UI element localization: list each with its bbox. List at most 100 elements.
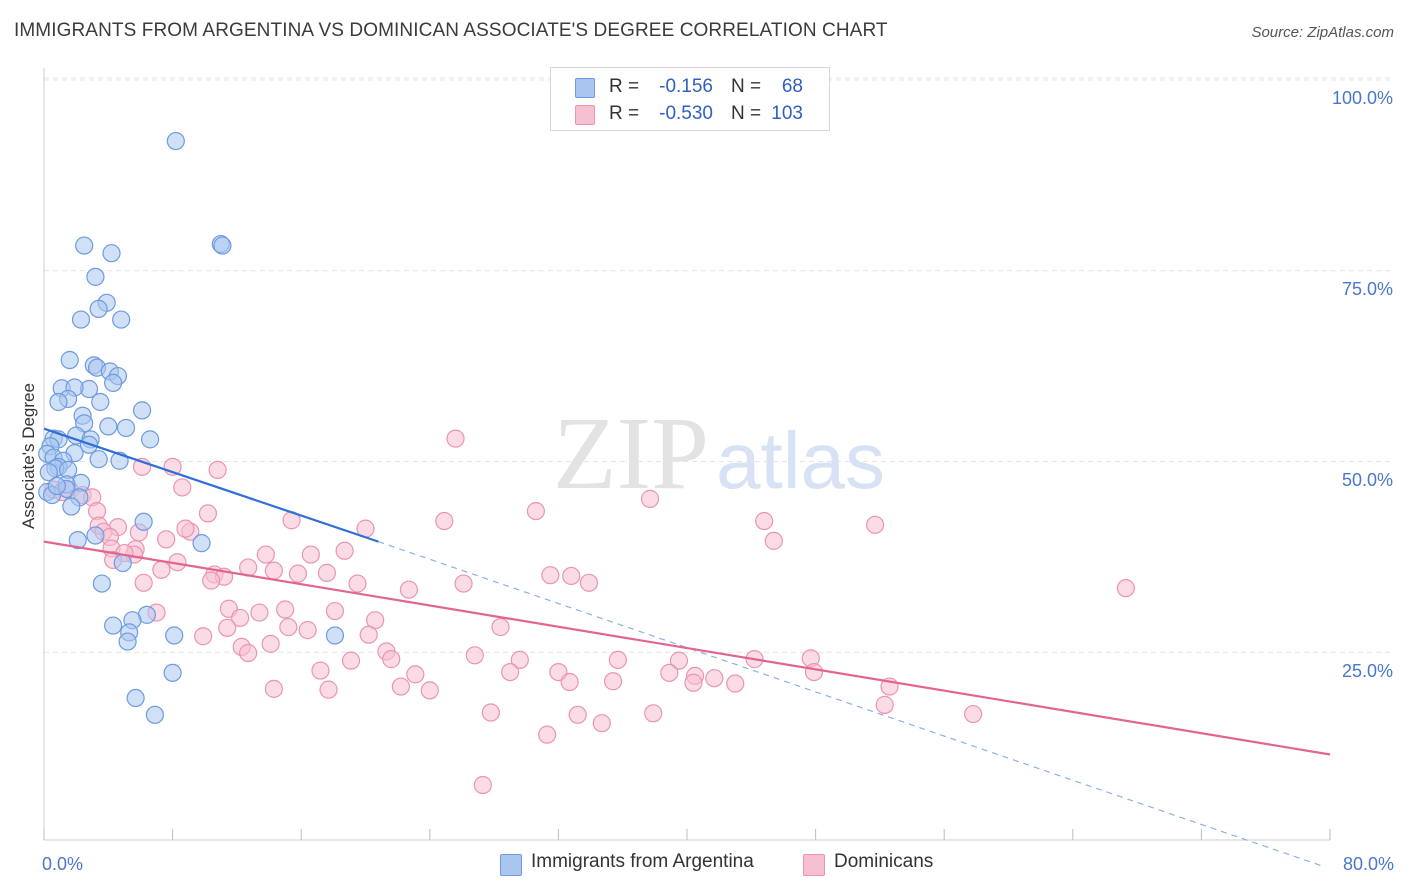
data-point <box>86 267 105 286</box>
legend-r-value: -0.530 <box>659 103 713 124</box>
data-point <box>325 626 345 645</box>
legend-n-value: 103 <box>771 103 803 124</box>
data-point <box>89 450 108 469</box>
argentina-legend-label: Immigrants from Argentina <box>531 851 754 872</box>
data-point <box>560 672 579 692</box>
data-point <box>60 350 79 370</box>
legend-n-label: N = <box>731 103 762 124</box>
watermark-zip: ZIP <box>553 396 709 511</box>
data-point <box>99 417 118 436</box>
data-point <box>86 526 105 545</box>
data-point <box>538 725 557 744</box>
data-point <box>435 511 454 531</box>
data-point <box>256 545 275 564</box>
data-point <box>481 703 500 722</box>
data-point <box>208 460 227 479</box>
data-point <box>311 661 330 680</box>
data-point <box>348 574 367 593</box>
data-point <box>134 573 153 592</box>
data-point <box>261 634 280 653</box>
data-point <box>382 650 401 669</box>
data-point <box>288 564 308 583</box>
dominicans-points <box>44 429 1135 795</box>
data-point <box>341 651 361 670</box>
data-point <box>71 310 91 329</box>
argentina-trend-line <box>43 427 379 543</box>
argentina-trend-extension <box>378 541 1323 867</box>
data-point <box>92 574 111 593</box>
trend-lines <box>43 427 1331 867</box>
legend-r-label: R = <box>609 103 640 124</box>
data-point <box>134 512 153 531</box>
dominicans-legend-swatch <box>803 854 825 876</box>
data-point <box>157 530 176 549</box>
watermark-atlas: atlas <box>716 416 885 505</box>
data-point <box>176 519 195 538</box>
data-point <box>198 504 218 523</box>
data-point <box>173 478 192 497</box>
data-point <box>875 695 894 714</box>
data-point <box>359 625 378 644</box>
data-point <box>145 705 165 724</box>
legend-r-label: R = <box>609 76 640 97</box>
data-point <box>165 626 184 645</box>
data-point <box>213 236 232 255</box>
data-point <box>491 617 510 637</box>
argentina-swatch <box>575 78 595 98</box>
data-point <box>660 663 679 682</box>
data-point <box>804 662 824 682</box>
correlation-legend: R = -0.156 N = 68 R = -0.530 N = 103 <box>550 67 830 131</box>
data-point <box>640 489 660 508</box>
data-point <box>116 418 136 438</box>
data-point <box>454 574 473 593</box>
data-point <box>126 688 145 708</box>
dominicans-trend-line <box>43 540 1331 756</box>
argentina-points <box>38 131 345 724</box>
source-credit: Source: ZipAtlas.com <box>1251 24 1394 41</box>
data-point <box>113 553 132 573</box>
data-point <box>579 573 599 592</box>
y-tick-label-75: 75.0% <box>1342 279 1393 299</box>
data-point <box>465 646 484 665</box>
legend-n-label: N = <box>731 76 762 97</box>
y-axis-label: Associate's Degree <box>19 383 38 529</box>
y-tick-label-25: 25.0% <box>1342 661 1393 681</box>
data-point <box>705 669 724 688</box>
data-point <box>68 530 87 550</box>
data-point <box>276 600 295 619</box>
chart-title: IMMIGRANTS FROM ARGENTINA VS DOMINICAN A… <box>14 20 888 41</box>
data-point <box>47 476 66 496</box>
data-point <box>526 501 545 521</box>
watermark: ZIP atlas <box>553 396 885 511</box>
data-point <box>231 608 250 628</box>
data-point <box>562 566 581 586</box>
data-point <box>684 673 703 692</box>
legend-r-value: -0.156 <box>659 76 713 97</box>
data-point <box>104 373 123 393</box>
x-tick-label-max: 80.0% <box>1343 854 1394 874</box>
data-point <box>406 665 425 684</box>
data-point <box>603 672 623 691</box>
data-point <box>218 618 237 637</box>
data-point <box>118 632 137 651</box>
data-point <box>1116 579 1135 598</box>
y-tick-label-100: 100.0% <box>1332 88 1393 108</box>
data-point <box>568 705 587 724</box>
data-point <box>102 244 121 263</box>
data-point <box>192 534 211 553</box>
data-point <box>644 704 663 723</box>
data-point <box>510 650 529 669</box>
data-point <box>335 541 354 560</box>
data-point <box>194 627 213 646</box>
data-point <box>298 621 317 640</box>
data-point <box>446 429 465 448</box>
data-point <box>264 679 283 698</box>
data-point <box>501 662 520 682</box>
y-tick-label-50: 50.0% <box>1342 470 1393 490</box>
data-point <box>764 531 783 550</box>
data-point <box>319 680 338 699</box>
dominicans-legend-label: Dominicans <box>834 851 934 872</box>
data-point <box>152 560 171 579</box>
data-point <box>317 563 337 582</box>
